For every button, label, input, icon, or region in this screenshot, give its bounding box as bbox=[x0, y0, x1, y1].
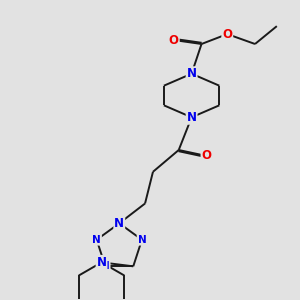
Text: O: O bbox=[202, 149, 212, 162]
Text: N: N bbox=[92, 235, 101, 245]
Text: N: N bbox=[137, 235, 146, 245]
Text: N: N bbox=[114, 217, 124, 230]
Text: O: O bbox=[169, 34, 179, 46]
Text: N: N bbox=[187, 111, 196, 124]
Text: N: N bbox=[97, 256, 106, 269]
Text: N: N bbox=[187, 67, 196, 80]
Text: O: O bbox=[222, 28, 232, 40]
Text: N: N bbox=[101, 261, 110, 271]
